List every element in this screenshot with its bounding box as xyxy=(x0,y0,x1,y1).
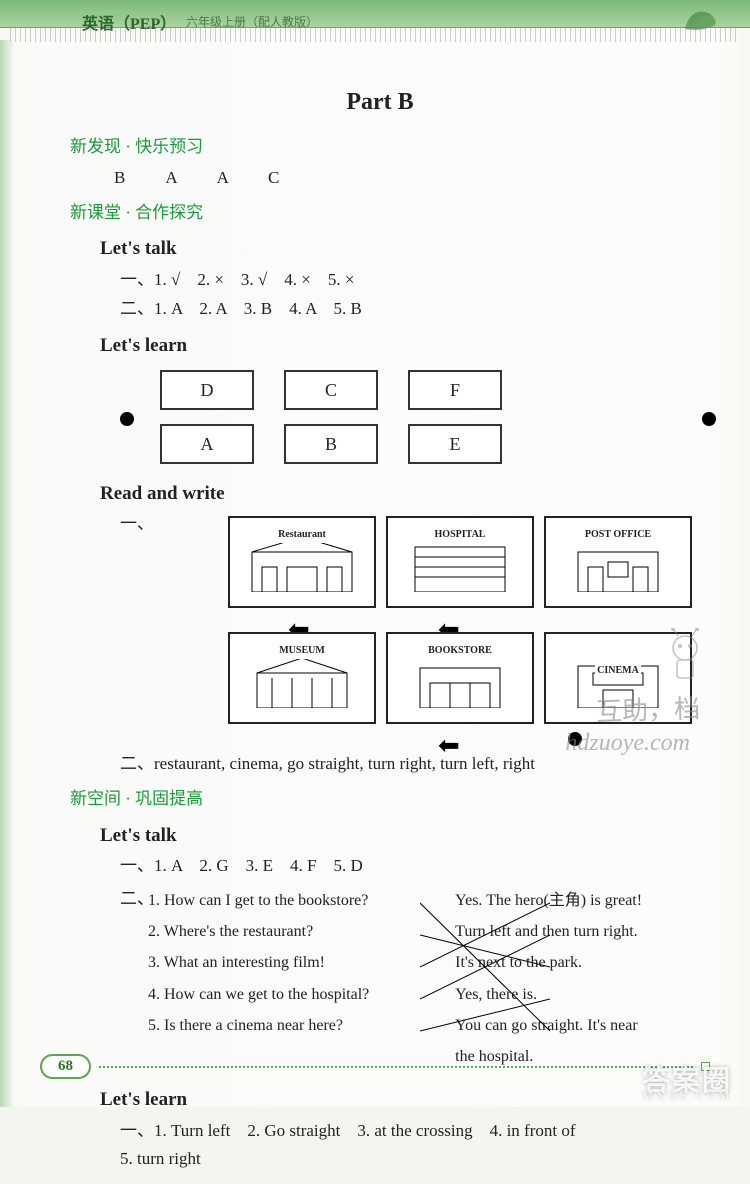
match-q4: 4. How can we get to the hospital? xyxy=(148,979,455,1010)
talk-heading-1: Let's talk xyxy=(100,233,690,265)
watermark-text: 互助，档 xyxy=(595,688,700,729)
header-bar: 英语（PEP） 六年级上册（配人教版） xyxy=(0,0,750,28)
talk1-line2: 二、1. A 2. A 3. B 4. A 5. B xyxy=(120,295,690,324)
bottom-watermark-small: MXQE.COM xyxy=(642,1088,732,1103)
letter-box-grid: D C F A B E xyxy=(160,370,690,464)
building-label: HOSPITAL xyxy=(433,526,488,543)
match-q3: 3. What an interesting film! xyxy=(148,947,455,978)
ruler-decoration xyxy=(10,28,740,42)
match-q1: 1. How can I get to the bookstore? xyxy=(148,885,455,916)
box-row-1: D C F xyxy=(160,370,690,410)
building-label: BOOKSTORE xyxy=(426,642,494,659)
learn-heading-1: Let's learn xyxy=(100,330,690,362)
dot-marker-2 xyxy=(702,412,716,426)
page-container: 英语（PEP） 六年级上册（配人教版） Part B 新发现 · 快乐预习 B … xyxy=(0,0,750,1107)
building-label: POST OFFICE xyxy=(583,526,653,543)
letter-box: C xyxy=(284,370,378,410)
page-number: 68 xyxy=(40,1054,91,1079)
section-preview-label: 新发现 · 快乐预习 xyxy=(70,133,690,162)
building-label: CINEMA xyxy=(595,662,641,679)
dot-marker-1 xyxy=(120,412,134,426)
letter-box: F xyxy=(408,370,502,410)
letter-box: D xyxy=(160,370,254,410)
match-left-column: 1. How can I get to the bookstore? 2. Wh… xyxy=(148,885,455,1072)
section-coop-label: 新课堂 · 合作探究 xyxy=(70,199,690,228)
letter-box: E xyxy=(408,424,502,464)
letter-box: B xyxy=(284,424,378,464)
match-lines xyxy=(420,891,550,1053)
learn-heading-2: Let's learn xyxy=(100,1084,690,1116)
building-postoffice: POST OFFICE xyxy=(544,516,692,608)
arrow-icon: ⬅ xyxy=(438,724,460,768)
match-q5: 5. Is there a cinema near here? xyxy=(148,1010,455,1041)
footer-dotted-line xyxy=(99,1066,693,1068)
talk-heading-2: Let's talk xyxy=(100,820,690,852)
part-title: Part B xyxy=(70,82,690,123)
building-label: Restaurant xyxy=(276,526,328,543)
building-row-1: Restaurant HOSPITAL POST OFFICE xyxy=(228,516,692,608)
learn2-line2: 5. turn right xyxy=(120,1145,690,1174)
building-bookstore: BOOKSTORE xyxy=(386,632,534,724)
building-hospital: HOSPITAL xyxy=(386,516,534,608)
learn2-line1: 一、1. Turn left 2. Go straight 3. at the … xyxy=(120,1117,690,1146)
building-restaurant: Restaurant xyxy=(228,516,376,608)
main-content: Part B 新发现 · 快乐预习 B A A C 新课堂 · 合作探究 Let… xyxy=(0,42,750,1184)
rw-prefix: 一、 xyxy=(120,510,148,750)
talk2-line1: 一、1. A 2. G 3. E 4. F 5. D xyxy=(120,852,690,881)
letter-box: A xyxy=(160,424,254,464)
box-row-2: A B E xyxy=(160,424,690,464)
matching-exercise: 二、 1. How can I get to the bookstore? 2.… xyxy=(120,885,690,1072)
match-q2: 2. Where's the restaurant? xyxy=(148,916,455,947)
match-prefix: 二、 xyxy=(120,885,148,1072)
watermark-url: hdzuoye.com xyxy=(565,730,690,757)
page-footer: 68 xyxy=(40,1054,710,1079)
preview-answers: B A A C xyxy=(114,164,690,193)
robot-icon xyxy=(660,628,710,688)
readwrite-heading: Read and write xyxy=(100,478,690,510)
side-bar-decoration xyxy=(0,40,14,1107)
section-consolidate-label: 新空间 · 巩固提高 xyxy=(70,785,690,814)
talk1-line1: 一、1. √ 2. × 3. √ 4. × 5. × xyxy=(120,266,690,295)
building-museum: MUSEUM xyxy=(228,632,376,724)
building-label: MUSEUM xyxy=(277,642,327,659)
